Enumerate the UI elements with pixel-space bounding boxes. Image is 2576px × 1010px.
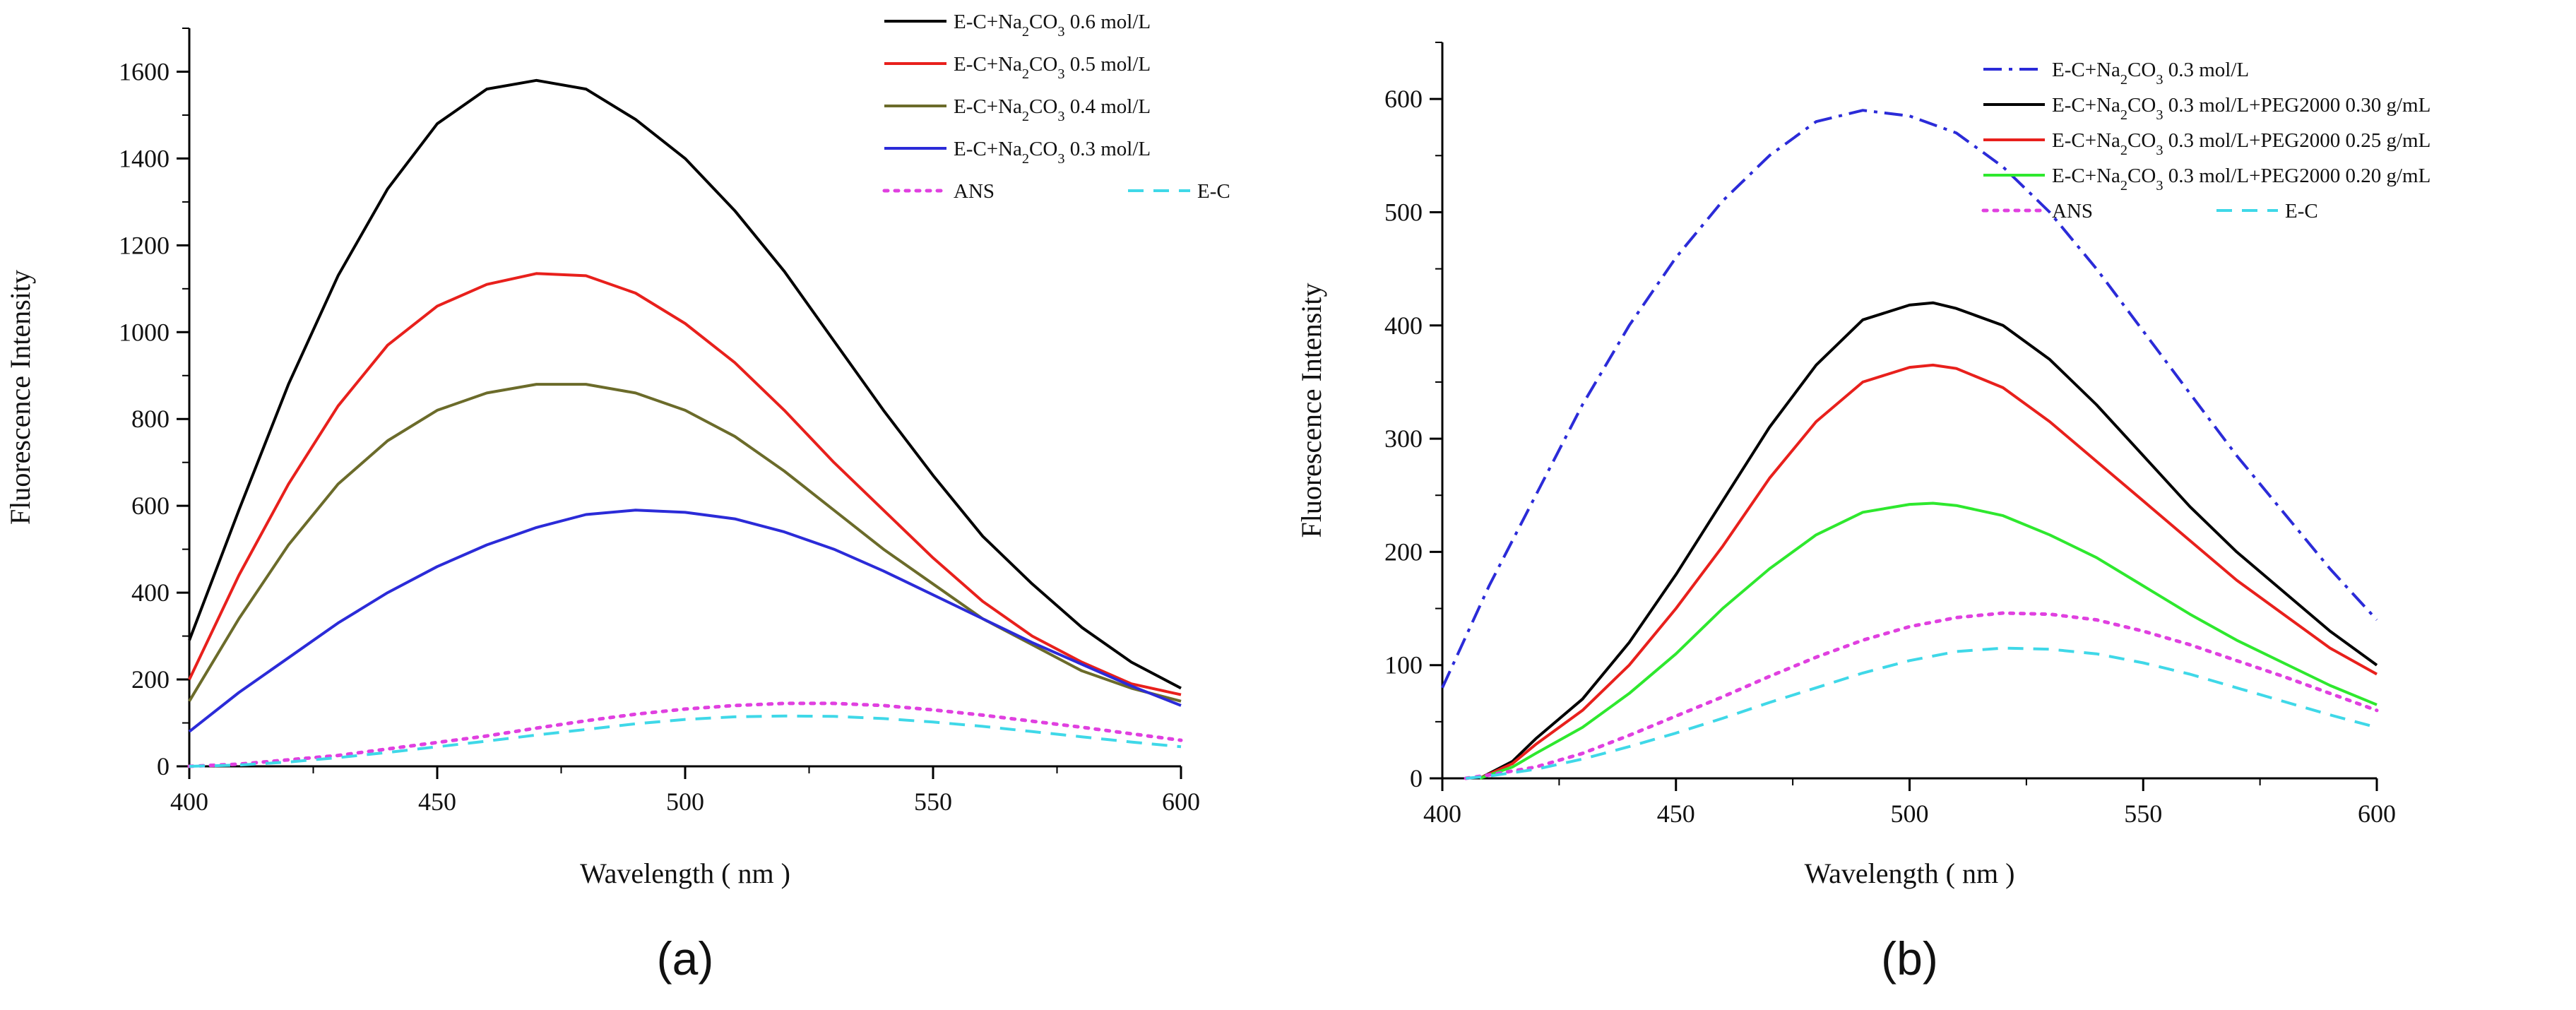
- y-tick-label: 800: [131, 405, 170, 433]
- y-tick-label: 1600: [119, 57, 170, 85]
- x-axis-title: Wavelength ( nm ): [580, 857, 790, 889]
- y-tick-label: 400: [131, 578, 170, 607]
- series-line: [188, 78, 1182, 690]
- y-tick-label: 1000: [119, 318, 170, 346]
- x-axis-title: Wavelength ( nm ): [1805, 857, 2015, 889]
- x-tick-label: 500: [1891, 800, 1929, 828]
- y-tick-label: 1400: [119, 144, 170, 172]
- x-tick-label: 400: [1423, 800, 1461, 828]
- chart-panel-b: 400 450 500 550 600 0 100 200 300 400 500 600 Wavele…: [1295, 42, 2430, 985]
- series-line: [187, 701, 1183, 768]
- y-tick-label: 600: [131, 492, 170, 520]
- y-tick-label: 200: [131, 665, 170, 694]
- x-tick-label: 400: [170, 788, 208, 816]
- x-tick-label: 500: [666, 788, 704, 816]
- y-tick-label: 600: [1384, 85, 1423, 113]
- series-line: [1465, 646, 2378, 780]
- series-line: [1478, 301, 2378, 780]
- x-tick-label: 600: [1162, 788, 1200, 816]
- x-tick-label: 450: [418, 788, 456, 816]
- legend-label: ANS: [2052, 200, 2093, 222]
- y-tick-label: 1200: [119, 231, 170, 259]
- x-tick-label: 450: [1657, 800, 1695, 828]
- y-tick-label: 0: [1410, 764, 1423, 792]
- panel-label: (a): [657, 932, 714, 985]
- y-tick-label: 100: [1384, 651, 1423, 679]
- x-tick-label: 600: [2358, 800, 2396, 828]
- y-tick-label: 500: [1384, 198, 1423, 226]
- series-line: [188, 509, 1182, 733]
- x-tick-label: 550: [2124, 800, 2162, 828]
- series-line: [1464, 611, 2379, 780]
- legend-label: E-C: [1197, 180, 1230, 203]
- y-tick-label: 300: [1384, 424, 1423, 453]
- series-line: [189, 714, 1182, 768]
- series-line: [1479, 501, 2378, 780]
- y-axis-title: Fluorescence Intensity: [4, 270, 36, 525]
- chart-panel-a: 400 450 500 550 600 0 200 400 600 800 1000 1200 1400…: [4, 11, 1230, 985]
- series-line: [188, 272, 1182, 696]
- panel-label: (b): [1881, 932, 1938, 985]
- series-line: [1441, 109, 2378, 689]
- legend-label: E-C: [2285, 200, 2318, 222]
- x-tick-label: 550: [914, 788, 952, 816]
- y-axis-title: Fluorescence Intensity: [1295, 283, 1327, 538]
- series-line: [1479, 363, 2378, 780]
- y-tick-label: 0: [157, 752, 170, 780]
- legend-label: ANS: [954, 180, 995, 203]
- y-tick-label: 400: [1384, 311, 1423, 340]
- y-tick-label: 200: [1384, 537, 1423, 566]
